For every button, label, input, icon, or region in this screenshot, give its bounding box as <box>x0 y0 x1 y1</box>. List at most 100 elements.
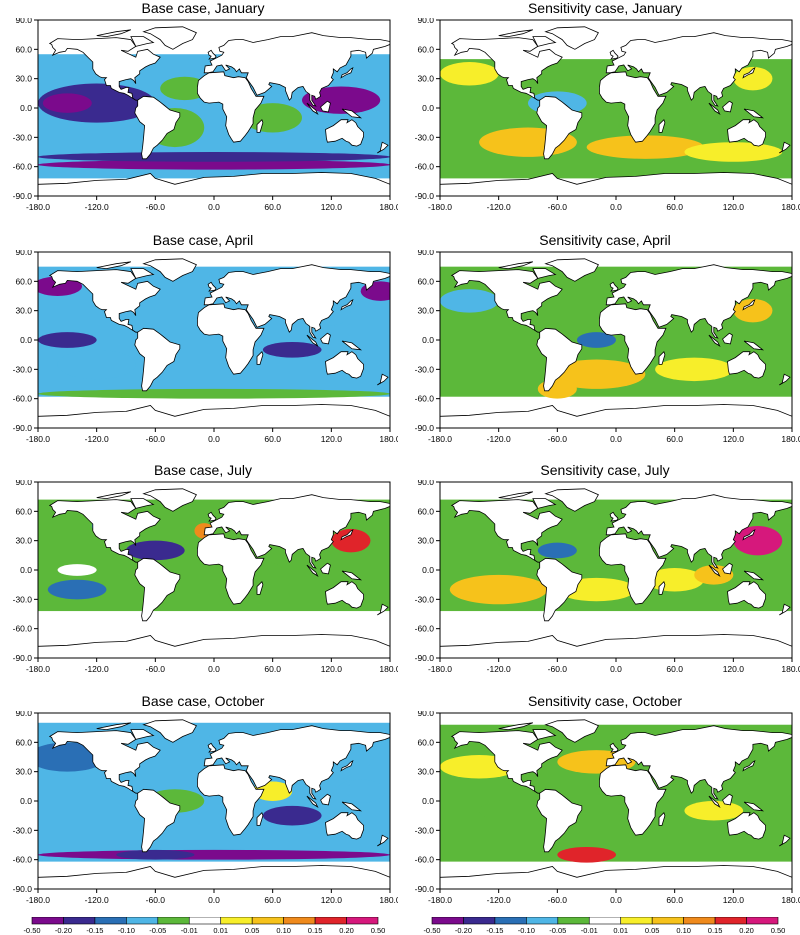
land-africa <box>197 764 265 836</box>
coastlines <box>38 719 390 889</box>
colorbar-swatch <box>431 917 464 925</box>
x-tick-label: -60.0 <box>548 434 568 444</box>
colorbar-label: 0.05 <box>645 926 660 935</box>
colorbar-label: -0.01 <box>181 926 198 935</box>
colorbar-swatch <box>314 917 347 925</box>
colorbar-label: 0.20 <box>339 926 354 935</box>
colorbar-label: 0.10 <box>676 926 691 935</box>
colorbar-label: 0.05 <box>245 926 260 935</box>
y-tick-label: -30.0 <box>13 364 33 374</box>
anomaly-region <box>57 564 97 576</box>
y-tick-label: -90.0 <box>13 191 33 201</box>
land-australia <box>727 581 766 609</box>
x-tick-label: 120.0 <box>723 895 745 905</box>
land-arcticIsles <box>498 491 534 500</box>
land-eurasia <box>605 32 792 107</box>
x-tick-label: -180.0 <box>26 202 50 212</box>
anomaly-region <box>47 579 107 600</box>
land-baffin <box>532 729 557 740</box>
y-tick-label: 60.0 <box>417 44 434 54</box>
panel-title: Sensitivity case, April <box>539 232 671 248</box>
land-madagascar <box>658 580 666 595</box>
land-newZealand <box>377 603 389 616</box>
y-tick-label: 30.0 <box>417 74 434 84</box>
land-borneo <box>722 100 733 113</box>
land-southAmerica <box>536 557 583 622</box>
anomaly-region <box>537 379 577 399</box>
colorbar-label: 0.10 <box>276 926 291 935</box>
y-tick-label: -90.0 <box>13 423 33 433</box>
x-tick-label: -120.0 <box>487 202 511 212</box>
colorbar-swatch <box>251 917 284 925</box>
land-eurasia <box>203 494 390 569</box>
colorbar-label: -0.50 <box>23 926 40 935</box>
x-tick-label: 180.0 <box>781 434 800 444</box>
land-southAmerica <box>536 327 583 392</box>
colorbar-swatch <box>283 917 316 925</box>
anomaly-region <box>262 805 322 826</box>
y-tick-label: 30.0 <box>417 767 434 777</box>
coastlines <box>440 26 792 196</box>
land-japan <box>340 529 354 541</box>
x-tick-label: 0.0 <box>610 434 622 444</box>
anomaly-region <box>38 849 390 860</box>
x-tick-label: 0.0 <box>208 434 220 444</box>
anomaly-region <box>650 108 700 128</box>
land-britain <box>609 742 619 753</box>
land-newGuinea <box>743 108 765 119</box>
x-tick-label: 60.0 <box>666 434 683 444</box>
x-tick-label: 60.0 <box>666 664 683 674</box>
land-japan <box>340 299 354 311</box>
land-southAmerica <box>536 95 583 160</box>
y-tick-label: 30.0 <box>417 306 434 316</box>
land-antarctica <box>440 172 792 196</box>
anomaly-region <box>331 528 371 553</box>
colorbar-swatch <box>651 917 684 925</box>
land-baffin <box>130 268 155 279</box>
land-eurasia <box>203 264 390 339</box>
colorbar-swatch <box>494 917 527 925</box>
colorbar-label: -0.50 <box>423 926 440 935</box>
land-africa <box>599 764 667 836</box>
land-arcticIsles <box>498 261 534 270</box>
x-tick-label: -120.0 <box>85 202 109 212</box>
land-japan <box>340 760 354 772</box>
x-tick-label: 60.0 <box>666 202 683 212</box>
map-plot: -180.0 -120.0 -60.0 0.0 60.0 120.0 180.0 90.0 60… <box>415 18 800 212</box>
y-tick-label: 30.0 <box>15 306 32 316</box>
x-tick-label: 120.0 <box>321 202 343 212</box>
anomaly-region <box>38 388 390 399</box>
land-newGuinea <box>743 801 765 812</box>
colorbar-swatch <box>63 917 96 925</box>
plot-area: -180.0 -120.0 -60.0 0.0 60.0 120.0 180.0 90.0 60… <box>13 18 398 212</box>
land-arcticIsles <box>498 29 534 38</box>
land-sumatra <box>708 795 721 808</box>
y-tick-label: 0.0 <box>422 335 434 345</box>
colorbar-svg: -0.50 -0.20 -0.15 -0.10 -0.05 -0.01 0.01 0.05 0.… <box>423 917 785 935</box>
colorbar-label: -0.20 <box>55 926 72 935</box>
land-australia <box>727 351 766 379</box>
land-sumatra <box>306 334 319 347</box>
anomaly-region <box>440 519 499 543</box>
anomaly-region <box>440 62 499 86</box>
y-tick-label: -30.0 <box>13 825 33 835</box>
colorbar-label: 0.01 <box>613 926 628 935</box>
colorbar-swatch <box>346 917 379 925</box>
y-tick-label: -30.0 <box>415 594 435 604</box>
colorbar-label: -0.10 <box>118 926 135 935</box>
map-panel-base-july: Base case, July -180.0 -120.0 -60.0 0.0 60.0… <box>8 462 398 682</box>
land-australia <box>325 119 364 147</box>
land-britain <box>207 281 217 292</box>
colorbar-left: -0.50 -0.20 -0.15 -0.10 -0.05 -0.01 0.01 0.05 0.… <box>20 917 390 935</box>
colorbar-label: 0.15 <box>308 926 323 935</box>
y-tick-label: 0.0 <box>422 796 434 806</box>
land-newGuinea <box>743 570 765 581</box>
x-tick-label: 60.0 <box>264 664 281 674</box>
x-tick-label: 180.0 <box>781 664 800 674</box>
y-tick-label: 90.0 <box>15 250 32 257</box>
anomaly-region <box>38 276 82 296</box>
y-tick-label: 30.0 <box>15 767 32 777</box>
x-tick-label: 180.0 <box>379 202 398 212</box>
land-southAmerica <box>536 788 583 853</box>
land-northAmerica <box>48 269 161 333</box>
